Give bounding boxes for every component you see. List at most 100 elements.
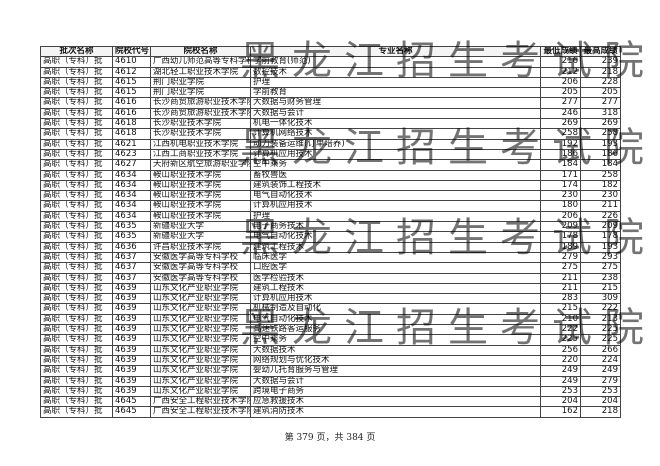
table-row: 高职（专科）批 4635 新疆职业大学 电气自动化技术 178 178 — [40, 231, 621, 243]
table-cell: 许昌职业技术学院 — [150, 241, 251, 253]
table-cell: 4639 — [112, 365, 151, 377]
table-cell: 4634 — [112, 210, 151, 223]
table-row: 高职（专科）批 4637 安徽医学高等专科学校 医学检验技术 211 238 — [40, 272, 621, 284]
table-cell: 高职（专科）批 — [40, 159, 113, 171]
table-cell: 鞍山职业技术学院 — [150, 200, 251, 212]
table-cell: 162 — [540, 406, 581, 418]
table-cell: 246 — [540, 107, 581, 120]
table-cell: 293 — [580, 251, 621, 264]
table-cell: 应急救援技术 — [250, 396, 541, 408]
table-cell: 230 — [580, 190, 621, 202]
table-cell: 高职（专科）批 — [40, 282, 113, 295]
table-row: 高职（专科）批 4639 山东文化产业职业学院 建筑工程技术 211 215 — [40, 282, 621, 295]
table-body: 高职（专科）批 4610 广西幼儿师范高等专科学校 学前教育(师范) 216 239 高职（… — [40, 56, 621, 418]
table-cell: 高职（专科）批 — [40, 97, 113, 109]
table-cell: 鞍山职业技术学院 — [150, 179, 251, 192]
table-cell: 高职（专科）批 — [40, 262, 113, 274]
table-cell: 4623 — [112, 148, 151, 161]
table-cell: 4639 — [112, 354, 151, 367]
table-cell: 225 — [580, 334, 621, 346]
table-cell: 4637 — [112, 272, 151, 284]
table-cell: 山东文化产业职业学院 — [150, 365, 251, 377]
header-row: 批次名称 院校代号 院校名称 专业名称 最低成绩 最高成绩 — [40, 45, 621, 58]
table-cell: 4612 — [112, 66, 151, 78]
table-cell: 建筑工程技术 — [250, 241, 541, 253]
table-cell: 4635 — [112, 221, 151, 233]
table-row: 高职（专科）批 4639 山东文化产业职业学院 大数据与会计 249 279 — [40, 375, 621, 387]
table-row: 高职（专科）批 4627 天府新区航空旅游职业学院 空中乘务 184 184 — [40, 159, 621, 171]
table-cell: 4610 — [112, 56, 151, 68]
table-cell: 高职（专科）批 — [40, 190, 113, 202]
table-cell: 山东文化产业职业学院 — [150, 313, 251, 326]
table-cell: 新疆职业大学 — [150, 221, 251, 233]
table-cell: 204 — [540, 396, 581, 408]
table-cell: 广西幼儿师范高等专科学校 — [150, 56, 251, 68]
table-row: 高职（专科）批 4634 鞍山职业技术学院 畜牧兽医 171 258 — [40, 169, 621, 181]
table-cell: 高职（专科）批 — [40, 385, 113, 398]
table-cell: 高职（专科）批 — [40, 210, 113, 223]
table-cell: 高职（专科）批 — [40, 200, 113, 212]
table-cell: 长沙职业技术学院 — [150, 128, 251, 140]
table-cell: 高职（专科）批 — [40, 293, 113, 305]
table-cell: 209 — [540, 221, 581, 233]
table-cell: 211 — [580, 200, 621, 212]
table-cell: 安徽医学高等专科学校 — [150, 251, 251, 264]
table-cell: 高职（专科）批 — [40, 138, 113, 150]
header-cell: 专业名称 — [250, 45, 541, 58]
table-cell: 258 — [580, 169, 621, 181]
table-cell: 畜牧兽医 — [250, 169, 541, 181]
table-row: 高职（专科）批 4645 广西安全工程职业技术学院 应急救援技术 204 204 — [40, 396, 621, 408]
table-cell: 高职（专科）批 — [40, 272, 113, 284]
table-cell: 大数据与会计 — [250, 375, 541, 387]
table-row: 高职（专科）批 4645 广西安全工程职业技术学院 建筑消防技术 162 218 — [40, 406, 621, 418]
table-row: 高职（专科）批 4639 山东文化产业职业学院 空中乘务 225 225 — [40, 334, 621, 346]
table-cell: 广西安全工程职业技术学院 — [150, 396, 251, 408]
table-cell: 动力装备运维(订单培养) — [250, 138, 541, 150]
table-cell: 4639 — [112, 324, 151, 336]
table-cell: 空中乘务 — [250, 159, 541, 171]
table-row: 高职（专科）批 4618 长沙职业技术学院 计算机网络技术 258 258 — [40, 128, 621, 140]
page-footer: 第 379 页，共 384 页 — [284, 433, 376, 443]
table-cell: 4637 — [112, 262, 151, 274]
table-cell: 学前教育(师范) — [250, 56, 541, 68]
table-cell: 205 — [540, 87, 581, 99]
table-row: 高职（专科）批 4639 山东文化产业职业学院 机械制造及自动化 215 222 — [40, 303, 621, 315]
table-cell: 计算机应用技术 — [250, 148, 541, 161]
table-cell: 高职（专科）批 — [40, 231, 113, 243]
table-cell: 高职（专科）批 — [40, 118, 113, 130]
table-row: 高职（专科）批 4639 山东文化产业职业学院 计算机应用技术 283 309 — [40, 293, 621, 305]
table-cell: 4616 — [112, 107, 151, 120]
table-cell: 258 — [540, 128, 581, 140]
table-cell: 天府新区航空旅游职业学院 — [150, 159, 251, 171]
table-cell: 江西机电职业技术学院 — [150, 138, 251, 150]
table-cell: 跨境电子商务 — [250, 385, 541, 398]
table-cell: 189 — [540, 241, 581, 253]
table-cell: 婴幼儿托育服务与管理 — [250, 365, 541, 377]
table-cell: 211 — [540, 282, 581, 295]
table-cell: 高职（专科）批 — [40, 169, 113, 181]
table-cell: 建筑工程技术 — [250, 282, 541, 295]
table-cell: 高职（专科）批 — [40, 128, 113, 140]
table-cell: 186 — [580, 148, 621, 161]
table-row: 高职（专科）批 4634 鞍山职业技术学院 电气自动化技术 230 230 — [40, 190, 621, 202]
table-cell: 4618 — [112, 118, 151, 130]
table-row: 高职（专科）批 4615 荆门职业学院 护理 206 228 — [40, 76, 621, 89]
table-cell: 209 — [580, 221, 621, 233]
table-cell: 高职（专科）批 — [40, 76, 113, 89]
table-cell: 高职（专科）批 — [40, 396, 113, 408]
table-cell: 电气自动化技术 — [250, 313, 541, 326]
table-cell: 高职（专科）批 — [40, 313, 113, 326]
table-cell: 222 — [580, 303, 621, 315]
table-cell: 高职（专科）批 — [40, 375, 113, 387]
table-cell: 4639 — [112, 385, 151, 398]
table-cell: 212 — [540, 66, 581, 78]
table-cell: 安徽医学高等专科学校 — [150, 262, 251, 274]
table-cell: 4639 — [112, 293, 151, 305]
table-cell: 4639 — [112, 303, 151, 315]
table-cell: 网络规划与优化技术 — [250, 354, 541, 367]
table-cell: 电子商务技术 — [250, 221, 541, 233]
table-cell: 高速铁路客运服务 — [250, 324, 541, 336]
table-row: 高职（专科）批 4639 山东文化产业职业学院 高速铁路客运服务 222 225 — [40, 324, 621, 336]
table-cell: 216 — [540, 56, 581, 68]
table-cell: 计算机网络技术 — [250, 128, 541, 140]
